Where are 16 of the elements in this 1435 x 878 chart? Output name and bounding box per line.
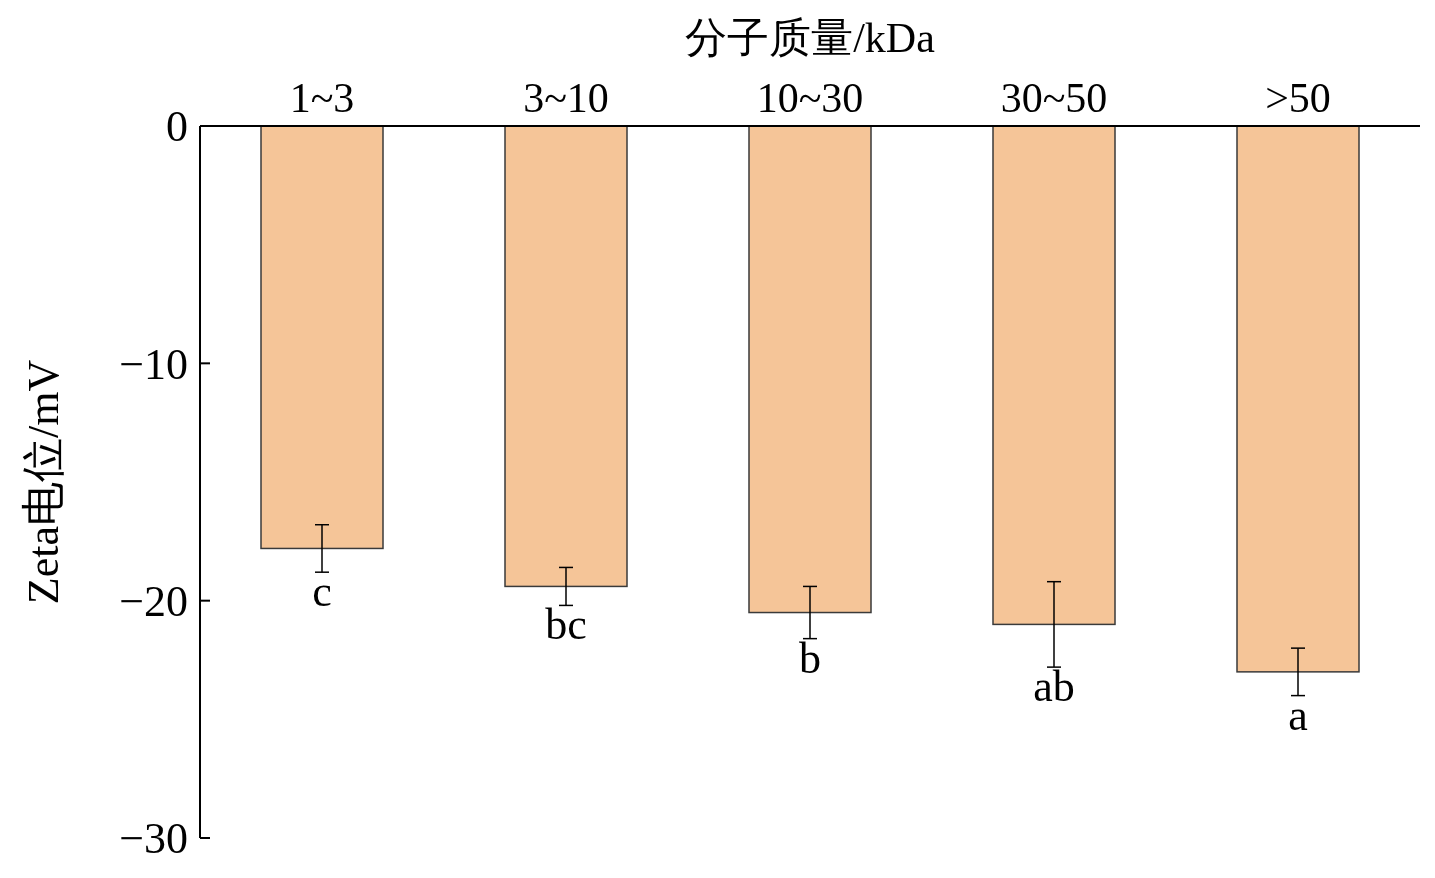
annotation: ab	[1033, 662, 1075, 712]
annotation: b	[799, 633, 821, 683]
y-tick-label: −10	[119, 339, 188, 389]
y-tick-label: −20	[119, 577, 188, 627]
y-axis-title: Zeta电位/mV	[19, 359, 68, 605]
annotation: bc	[545, 600, 587, 650]
x-tick-label: >50	[1265, 75, 1331, 121]
x-axis-title: 分子质量/kDa	[685, 15, 936, 61]
x-tick-label: 1~3	[289, 75, 355, 121]
y-tick-label: −30	[119, 814, 188, 864]
annotation: a	[1288, 690, 1308, 740]
y-tick-label: 0	[166, 102, 188, 152]
x-tick-label: 30~50	[1000, 75, 1108, 121]
x-tick-label: 3~10	[523, 75, 609, 121]
annotation: c	[312, 567, 332, 617]
x-tick-label: 10~30	[756, 75, 864, 121]
